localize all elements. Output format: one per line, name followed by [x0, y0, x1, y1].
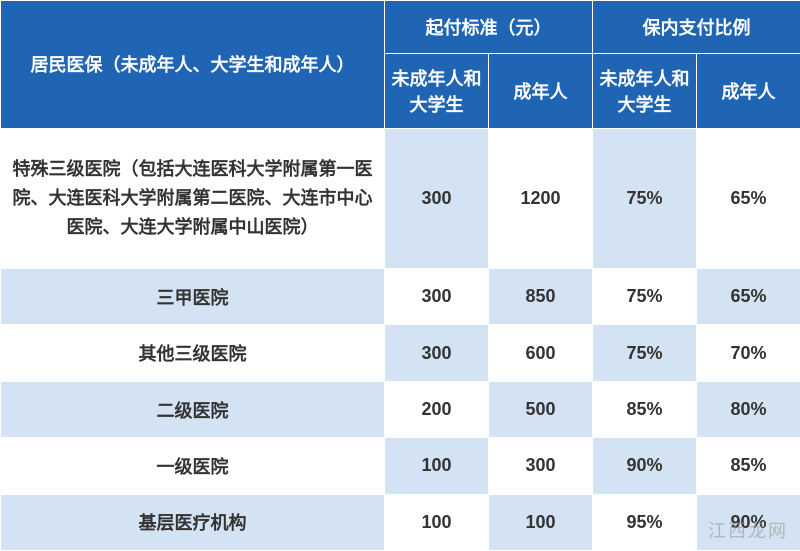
insurance-table: 居民医保（未成年人、大学生和成年人） 起付标准（元） 保内支付比例 未成年人和大…	[0, 0, 800, 551]
data-cell: 300	[385, 128, 489, 268]
data-cell: 70%	[697, 325, 800, 381]
data-cell: 1200	[489, 128, 593, 268]
row-label-tier1: 一级医院	[1, 438, 385, 494]
table-row: 一级医院 100 300 90% 85%	[1, 438, 800, 494]
table-row: 基层医疗机构 100 100 95% 90%	[1, 494, 800, 550]
row-label-grade-a: 三甲医院	[1, 269, 385, 325]
subheader-minor-student-2: 未成年人和大学生	[593, 54, 697, 128]
table-row: 三甲医院 300 850 75% 65%	[1, 269, 800, 325]
data-cell: 100	[489, 494, 593, 550]
data-cell: 500	[489, 381, 593, 437]
table-row: 其他三级医院 300 600 75% 70%	[1, 325, 800, 381]
data-cell: 600	[489, 325, 593, 381]
table-row: 特殊三级医院（包括大连医科大学附属第一医院、大连医科大学附属第二医院、大连市中心…	[1, 128, 800, 268]
header-group-deductible: 起付标准（元）	[385, 1, 593, 54]
main-title-cell: 居民医保（未成年人、大学生和成年人）	[1, 1, 385, 129]
subheader-adult-1: 成年人	[489, 54, 593, 128]
data-cell: 75%	[593, 128, 697, 268]
data-cell: 850	[489, 269, 593, 325]
data-cell: 75%	[593, 325, 697, 381]
data-cell: 95%	[593, 494, 697, 550]
header-row-1: 居民医保（未成年人、大学生和成年人） 起付标准（元） 保内支付比例	[1, 1, 800, 54]
subheader-adult-2: 成年人	[697, 54, 800, 128]
data-cell: 100	[385, 438, 489, 494]
data-cell: 65%	[697, 128, 800, 268]
data-cell: 300	[489, 438, 593, 494]
data-cell: 90%	[593, 438, 697, 494]
row-label-other-tier3: 其他三级医院	[1, 325, 385, 381]
data-cell: 100	[385, 494, 489, 550]
data-cell: 75%	[593, 269, 697, 325]
data-cell: 300	[385, 269, 489, 325]
data-cell: 85%	[697, 438, 800, 494]
data-cell: 80%	[697, 381, 800, 437]
data-cell: 65%	[697, 269, 800, 325]
data-cell: 200	[385, 381, 489, 437]
row-label-special-hospital: 特殊三级医院（包括大连医科大学附属第一医院、大连医科大学附属第二医院、大连市中心…	[1, 128, 385, 268]
data-cell: 300	[385, 325, 489, 381]
row-label-tier2: 二级医院	[1, 381, 385, 437]
table-row: 二级医院 200 500 85% 80%	[1, 381, 800, 437]
row-label-primary: 基层医疗机构	[1, 494, 385, 550]
header-group-ratio: 保内支付比例	[593, 1, 800, 54]
watermark-text: 江西龙网	[708, 517, 788, 543]
data-cell: 85%	[593, 381, 697, 437]
subheader-minor-student-1: 未成年人和大学生	[385, 54, 489, 128]
